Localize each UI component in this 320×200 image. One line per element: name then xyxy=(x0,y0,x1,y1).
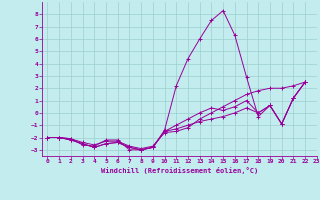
X-axis label: Windchill (Refroidissement éolien,°C): Windchill (Refroidissement éolien,°C) xyxy=(100,167,258,174)
